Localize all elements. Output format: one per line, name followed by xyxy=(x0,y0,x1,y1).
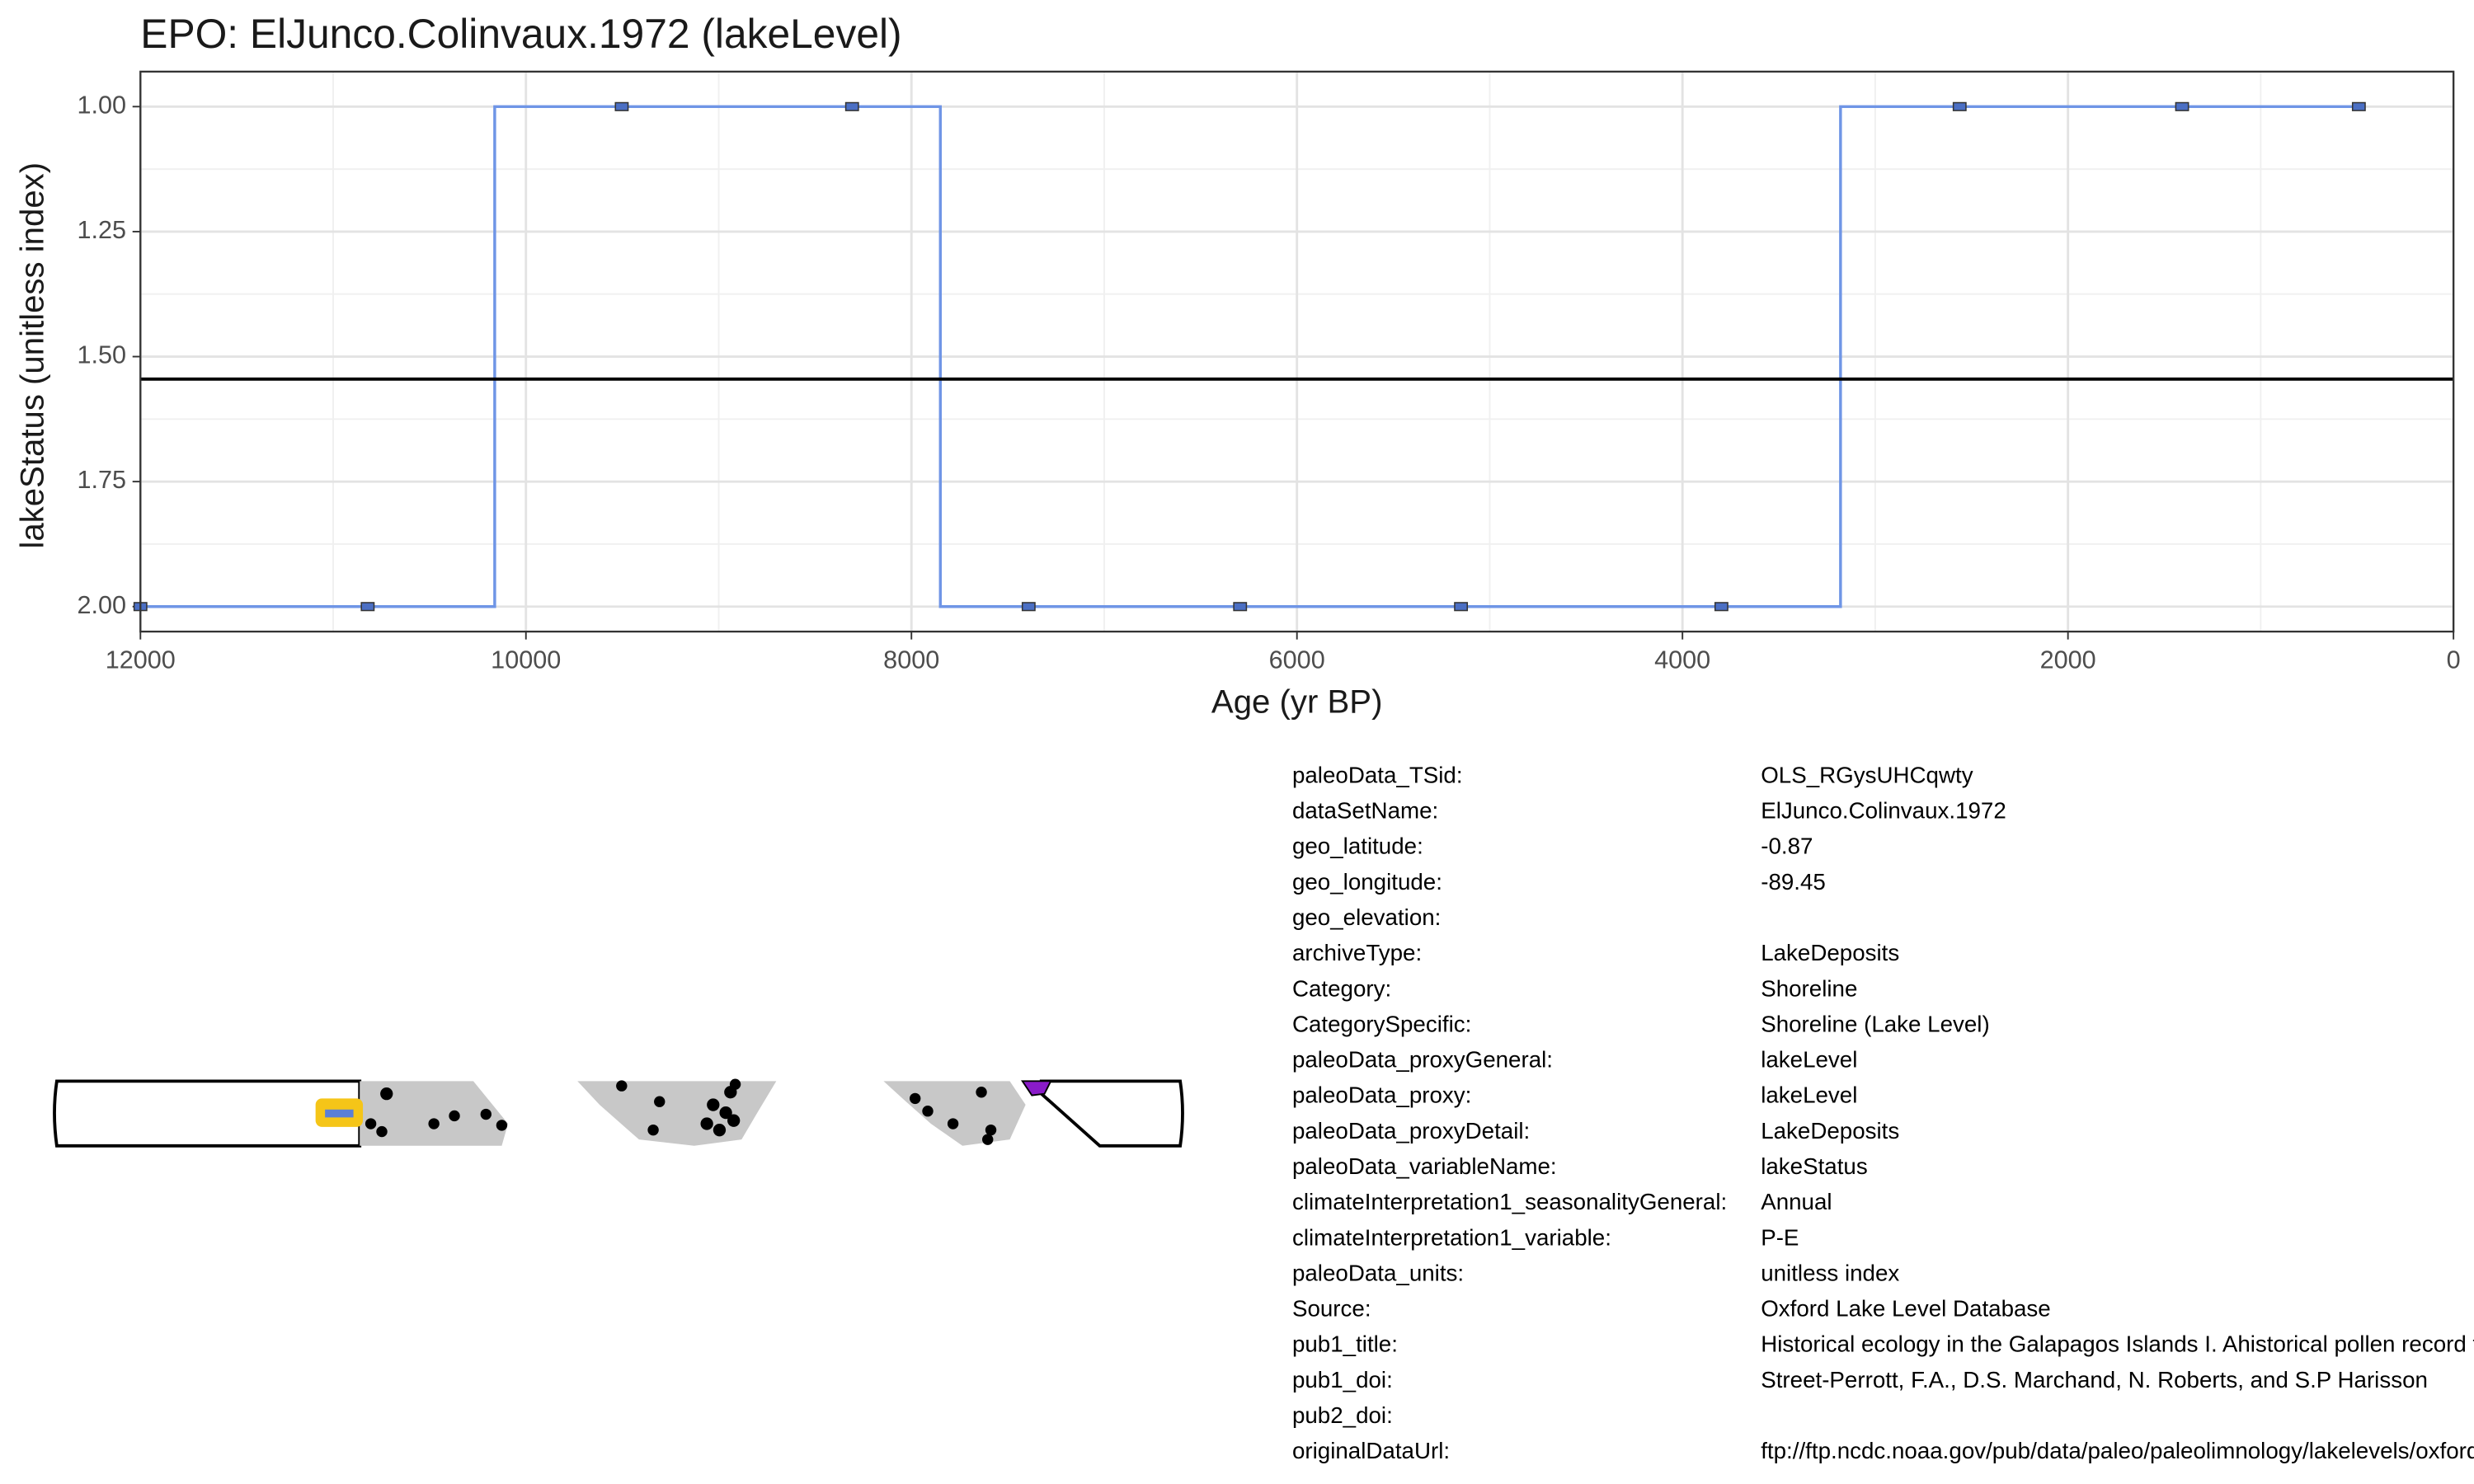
step-line xyxy=(140,105,2359,608)
x-tick-label: 6000 xyxy=(1269,646,1325,674)
meta-value: lakeLevel xyxy=(1761,1047,1857,1073)
point-marker xyxy=(1714,602,1729,612)
meta-key: paleoData_proxyGeneral: xyxy=(1292,1047,1553,1073)
meta-value: Shoreline xyxy=(1761,975,1857,1001)
y-tick-label: 1.50 xyxy=(77,341,126,369)
meta-key: paleoData_proxy: xyxy=(1292,1082,1471,1108)
chart-title: EPO: ElJunco.Colinvaux.1972 (lakeLevel) xyxy=(140,11,901,57)
point-marker xyxy=(2175,101,2189,111)
meta-value: unitless index xyxy=(1761,1260,1899,1285)
point-marker xyxy=(1952,101,1967,111)
y-tick-label: 2.00 xyxy=(77,591,126,619)
x-tick-label: 10000 xyxy=(491,646,561,674)
meta-key: archiveType: xyxy=(1292,940,1422,965)
x-tick-label: 2000 xyxy=(2040,646,2096,674)
y-tick-label: 1.25 xyxy=(77,216,126,244)
meta-key: CategorySpecific: xyxy=(1292,1011,1471,1036)
meta-value: -0.87 xyxy=(1761,834,1813,859)
meta-value: lakeLevel xyxy=(1761,1082,1857,1108)
sites xyxy=(365,1078,997,1145)
meta-key: geo_latitude: xyxy=(1292,834,1423,859)
meta-value: Oxford Lake Level Database xyxy=(1761,1296,2051,1322)
plot-border xyxy=(139,70,2455,633)
point-marker xyxy=(844,101,859,111)
meta-value: Shoreline (Lake Level) xyxy=(1761,1011,1990,1036)
x-tick-label: 0 xyxy=(2447,646,2461,674)
meta-value: Street-Perrott, F.A., D.S. Marchand, N. … xyxy=(1761,1367,2428,1392)
x-tick-label: 4000 xyxy=(1654,646,1710,674)
land xyxy=(360,1081,509,1146)
meta-value: lakeStatus xyxy=(1761,1153,1868,1179)
region-marker xyxy=(1021,1080,1052,1097)
meta-key: paleoData_units: xyxy=(1292,1260,1464,1285)
land xyxy=(577,1081,777,1146)
y-tick-label: 1.75 xyxy=(77,466,126,494)
y-tick-label: 1.00 xyxy=(77,91,126,119)
meta-key: climateInterpretation1_seasonalityGenera… xyxy=(1292,1189,1727,1214)
site-marker xyxy=(325,1109,354,1118)
point-marker xyxy=(2351,101,2366,111)
x-tick-label: 8000 xyxy=(883,646,939,674)
meta-key: originalDataUrl: xyxy=(1292,1438,1450,1463)
meta-value: Historical ecology in the Galapagos Isla… xyxy=(1761,1331,2474,1357)
meta-key: Category: xyxy=(1292,975,1391,1001)
meta-key: geo_longitude: xyxy=(1292,869,1442,895)
point-marker xyxy=(360,602,375,612)
meta-key: Source: xyxy=(1292,1296,1371,1322)
map-panel xyxy=(1039,1079,1184,1148)
meta-key: geo_elevation: xyxy=(1292,904,1441,930)
meta-key: paleoData_TSid: xyxy=(1292,762,1463,787)
meta-value: -89.45 xyxy=(1761,869,1826,895)
map xyxy=(53,1078,1184,1148)
meta-value: LakeDeposits xyxy=(1761,1118,1899,1144)
x-axis-label: Age (yr BP) xyxy=(1211,683,1383,721)
meta-value: LakeDeposits xyxy=(1761,940,1899,965)
point-marker xyxy=(1021,602,1036,612)
meta-key: dataSetName: xyxy=(1292,798,1438,824)
meta-value: ElJunco.Colinvaux.1972 xyxy=(1761,798,2006,824)
meta-value: OLS_RGysUHCqwty xyxy=(1761,762,1973,787)
meta-key: pub2_doi: xyxy=(1292,1402,1393,1428)
meta-key: pub1_title: xyxy=(1292,1331,1398,1357)
meta-value: P-E xyxy=(1761,1224,1799,1250)
meta-value: Annual xyxy=(1761,1189,1832,1214)
point-marker xyxy=(1454,602,1469,612)
map-panel xyxy=(53,1079,362,1148)
meta-key: paleoData_variableName: xyxy=(1292,1153,1557,1179)
point-marker xyxy=(1233,602,1248,612)
meta-key: pub1_doi: xyxy=(1292,1367,1393,1392)
meta-key: paleoData_proxyDetail: xyxy=(1292,1118,1530,1144)
meta-key: climateInterpretation1_variable: xyxy=(1292,1224,1611,1250)
meta-value: ftp://ftp.ncdc.noaa.gov/pub/data/paleo/p… xyxy=(1761,1438,2474,1463)
y-axis-label: lakeStatus (unitless index) xyxy=(14,162,51,549)
point-marker xyxy=(614,101,629,111)
x-tick-label: 12000 xyxy=(106,646,176,674)
